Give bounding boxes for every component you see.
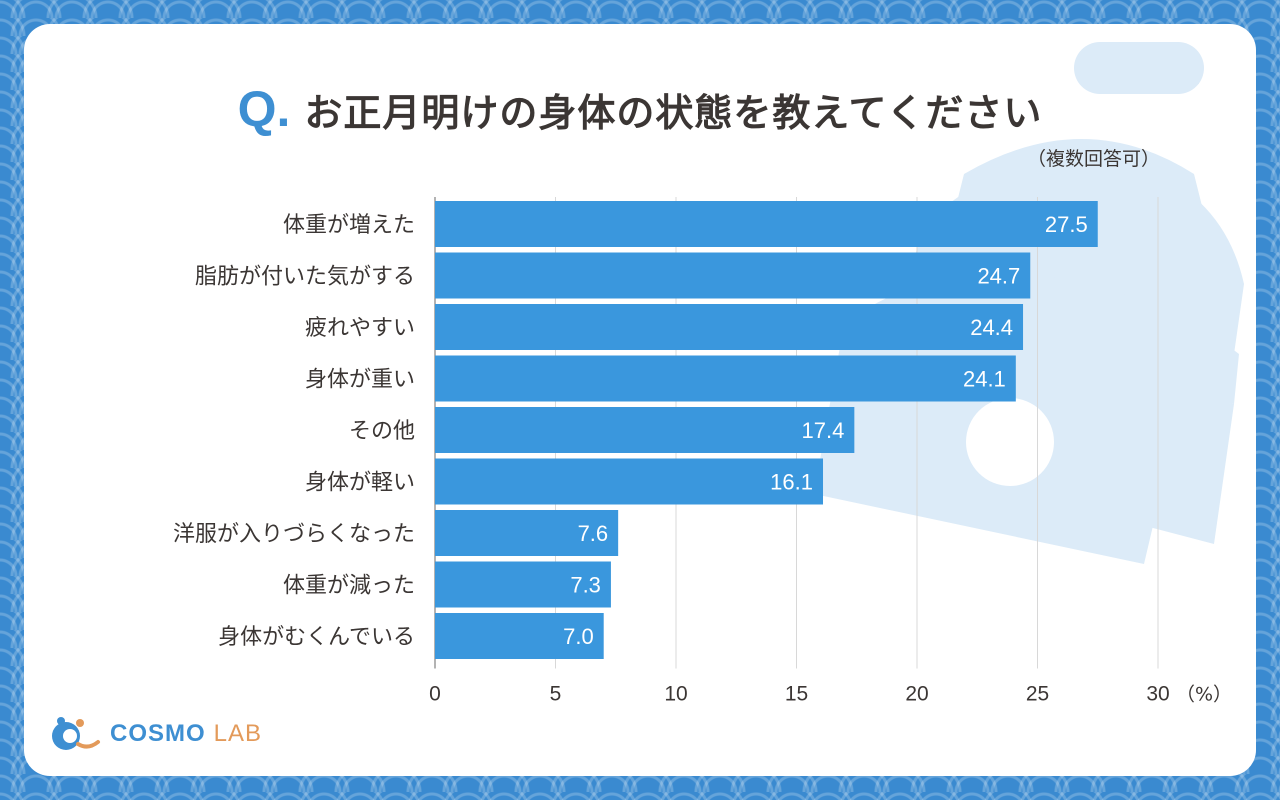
chart-card: Q. お正月明けの身体の状態を教えてください （複数回答可） 0 5 10 15 20 25…: [24, 24, 1256, 776]
multiple-answer-note: （複数回答可）: [1026, 148, 1160, 170]
brand-name-lab: LAB: [213, 720, 263, 747]
question-text: お正月明けの身体の状態を教えてください: [304, 90, 1043, 135]
x-tick-label: 30: [1146, 683, 1169, 706]
x-tick-label: 0: [429, 683, 441, 706]
bar-value-label: 7.3: [570, 573, 601, 598]
x-tick-label: 10: [664, 683, 687, 706]
category-label: 身体が重い: [305, 368, 415, 393]
bar: [435, 510, 619, 556]
bar: [435, 201, 1098, 247]
category-label: 身体が軽い: [305, 471, 415, 496]
bar-value-label: 24.4: [970, 315, 1013, 340]
bar: [435, 407, 855, 453]
bar-value-label: 27.5: [1045, 212, 1088, 237]
category-label: 脂肪が付いた気がする: [195, 265, 415, 290]
bar: [435, 355, 1016, 402]
x-axis-unit: （%）: [1176, 684, 1232, 706]
mochi-hole: [966, 398, 1054, 486]
category-label: 体重が減った: [283, 574, 415, 599]
bar-value-label: 17.4: [802, 418, 845, 443]
category-label: 身体がむくんでいる: [218, 625, 415, 650]
bar-value-label: 24.7: [977, 264, 1020, 289]
category-label: 洋服が入りづらくなった: [173, 522, 415, 547]
chart-title: Q. お正月明けの身体の状態を教えてください: [24, 80, 1256, 138]
bar: [435, 613, 604, 659]
bar-value-label: 7.0: [563, 624, 594, 649]
category-label: 疲れやすい: [305, 316, 415, 341]
brand-logo: COSMO LAB: [48, 714, 262, 754]
bar-chart: 0 5 10 15 20 25 30 （%） 27.5 体重が増えた 24.7 脂肪が付いた気がする 2…: [173, 197, 1232, 706]
cosmo-lab-mascot-icon: [52, 717, 100, 750]
bar: [435, 561, 611, 608]
x-tick-label: 20: [905, 683, 928, 706]
brand-name-cosmo: COSMO: [110, 720, 206, 747]
x-tick-label: 5: [550, 683, 562, 706]
bar-value-label: 7.6: [578, 521, 609, 546]
question-mark-label: Q.: [237, 81, 291, 137]
bar: [435, 252, 1031, 299]
category-label: その他: [349, 419, 415, 444]
category-label: 体重が増えた: [283, 213, 415, 238]
bar: [435, 304, 1024, 350]
bar-value-label: 16.1: [770, 470, 813, 495]
x-tick-label: 25: [1026, 683, 1049, 706]
bar: [435, 458, 824, 505]
x-tick-label: 15: [785, 683, 808, 706]
bar-value-label: 24.1: [963, 367, 1006, 392]
